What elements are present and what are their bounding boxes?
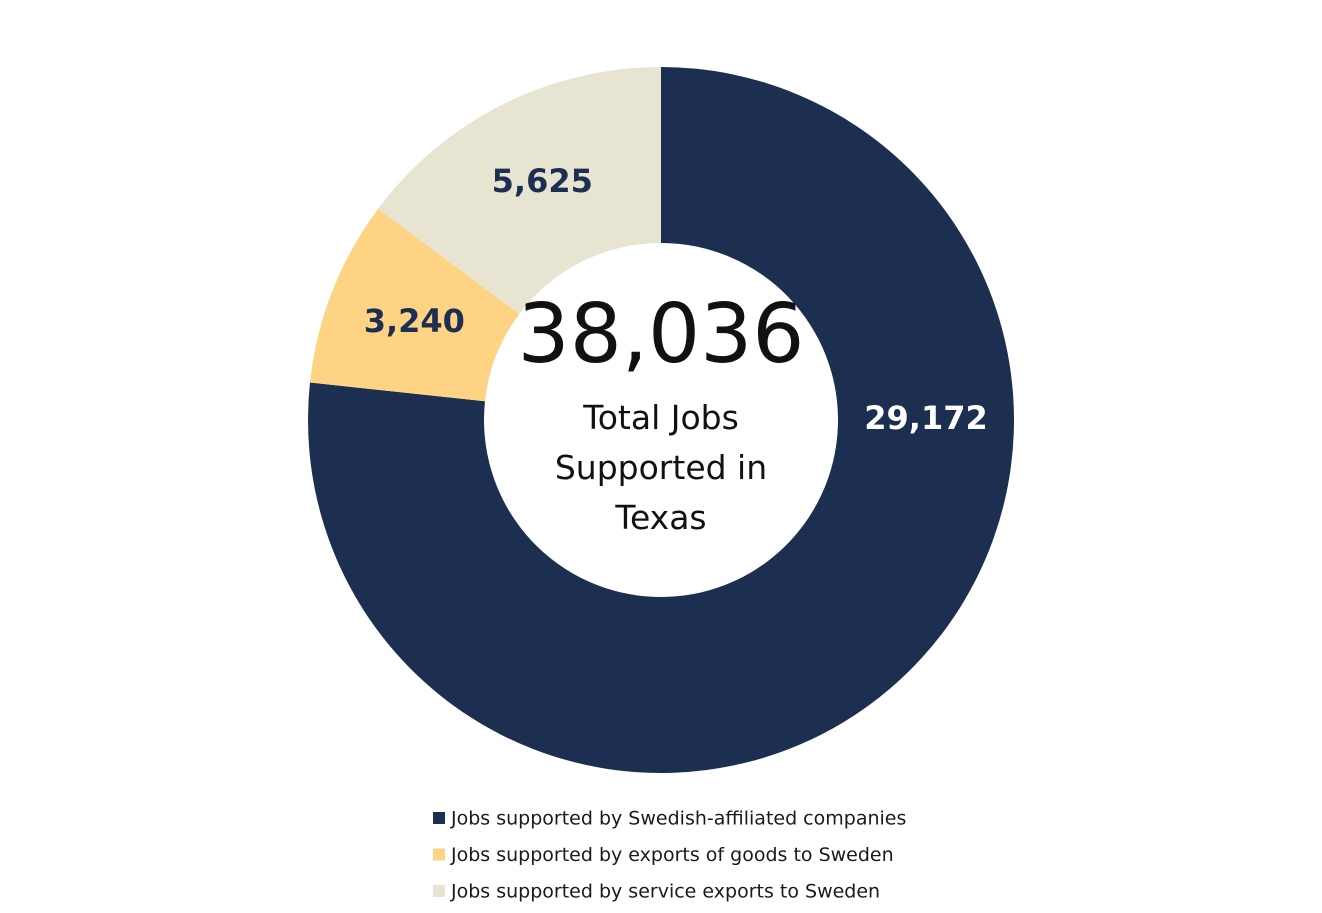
- legend-label: Jobs supported by Swedish-affiliated com…: [450, 808, 906, 830]
- legend-swatch: [433, 848, 445, 861]
- legend-label: Jobs supported by exports of goods to Sw…: [450, 844, 894, 866]
- center-value: 38,036: [517, 287, 805, 382]
- slice-label: 5,625: [492, 162, 593, 200]
- slice: [308, 67, 1015, 773]
- slice: [378, 67, 661, 315]
- slice-label: 3,240: [364, 302, 465, 340]
- legend-swatch: [433, 885, 445, 897]
- slice: [309, 208, 520, 402]
- legend-label: Jobs supported by service exports to Swe…: [450, 881, 880, 903]
- slice-label: 29,172: [864, 399, 987, 437]
- legend-swatch: [433, 812, 445, 824]
- center-text: Total Jobs Supported in Texas: [554, 398, 768, 537]
